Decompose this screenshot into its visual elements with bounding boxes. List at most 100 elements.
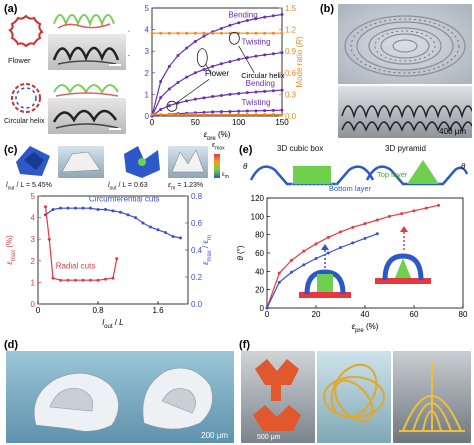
data-point	[111, 209, 115, 213]
scale-text-f: 500 μm	[257, 434, 281, 441]
data-point	[134, 216, 137, 220]
case-caption-2: lout / L = 0.63	[108, 182, 148, 191]
plot-frame	[151, 7, 283, 117]
data-point	[211, 110, 215, 114]
data-point	[81, 206, 85, 210]
panel-a: (a) Flower Circular helix 0 50 100 150 0 1 2 3 4…	[0, 0, 318, 140]
x-axis-label-part: (%)	[216, 130, 231, 139]
data-point	[167, 87, 171, 91]
data-point	[412, 209, 416, 213]
colorbar-bottom-sub: m	[224, 174, 229, 181]
data-point	[176, 31, 180, 35]
data-point	[254, 90, 258, 94]
theta-label-1: θ	[243, 162, 248, 171]
y-axis-label-part: −1	[128, 32, 130, 42]
helix-3d-model	[53, 84, 119, 97]
y-tick-label: 3	[145, 47, 150, 56]
data-point	[280, 113, 284, 117]
data-point	[202, 31, 206, 35]
x-axis-label-part: ε	[352, 322, 356, 331]
y-axis-label-part: ε	[5, 261, 14, 265]
panel-label-c: (c)	[4, 144, 18, 156]
data-point	[167, 64, 171, 68]
top-layer-label: Top layer	[377, 170, 408, 179]
colorbar-symbol: ε	[212, 142, 216, 149]
y-tick-label: 0	[145, 112, 150, 121]
data-point	[265, 306, 269, 310]
x-tick-label: 40	[361, 310, 370, 319]
kirigami-model-1	[16, 146, 50, 176]
helix-label: Circular helix	[4, 118, 45, 125]
data-point	[351, 241, 355, 245]
y2-tick-label: 0.8	[191, 192, 203, 201]
data-point	[424, 206, 428, 210]
y-axis-label-part: (%)	[5, 235, 14, 250]
data-point	[339, 246, 342, 249]
data-point	[202, 34, 206, 38]
data-point	[280, 51, 284, 55]
data-point	[245, 109, 249, 113]
data-point	[115, 257, 119, 261]
data-point	[167, 113, 171, 117]
data-point	[159, 79, 163, 83]
colorbar-sub: max	[215, 145, 225, 152]
y2-axis-label-part: m	[207, 235, 213, 240]
helix-schematic	[11, 83, 41, 113]
x-tick-label: 1.6	[152, 306, 164, 315]
data-point	[263, 31, 267, 35]
annotation-pointer	[176, 79, 210, 104]
y-tick-label: 1	[145, 90, 150, 99]
x-tick-label: 100	[232, 118, 246, 127]
scale-text-b: 400 μm	[439, 127, 466, 136]
x-axis-label-part: pre	[355, 328, 364, 334]
scale-bar	[109, 64, 121, 66]
data-point	[185, 99, 189, 103]
data-point	[388, 214, 391, 218]
bottom-layer-label: Bottom layer	[329, 184, 372, 193]
x-axis-label-part: out	[104, 324, 113, 330]
x-axis-label-part: /	[113, 318, 120, 327]
data-point	[263, 89, 267, 93]
arrow-red	[400, 226, 408, 250]
case-1-sub: out	[7, 185, 15, 192]
x-tick-label: 0	[36, 306, 41, 315]
x-axis-label-part: l	[102, 318, 104, 327]
panel-label-d: (d)	[4, 339, 19, 351]
data-point	[74, 206, 77, 210]
data-point	[89, 278, 92, 282]
data-point	[150, 31, 154, 35]
y-axis-label-part: )	[128, 29, 130, 32]
data-point	[245, 31, 249, 35]
x-axis-label-part: pre	[207, 136, 216, 140]
data-point	[280, 108, 284, 112]
data-point	[176, 81, 180, 85]
kirigami-photo-1	[58, 146, 104, 178]
data-point	[254, 54, 258, 58]
data-point	[185, 113, 189, 117]
case-caption-1: lout / L = 5.45%	[6, 182, 52, 191]
y-tick-label: 40	[255, 267, 264, 276]
y-tick-label: 0	[31, 300, 36, 309]
data-point	[111, 276, 115, 280]
flower-photo	[48, 34, 126, 70]
data-point	[164, 230, 167, 234]
data-point	[150, 113, 154, 117]
helix-array-top-photo	[338, 4, 472, 84]
data-point	[339, 230, 342, 234]
data-point	[171, 235, 175, 238]
data-point	[219, 31, 223, 35]
data-point	[89, 206, 92, 210]
annotation-bending-1: Bending	[228, 11, 257, 20]
data-point	[159, 31, 163, 35]
y-tick-label: 4	[31, 214, 36, 223]
y-tick-label: 80	[255, 231, 264, 240]
spiral-structure-photo	[317, 351, 391, 443]
scale-bar	[109, 128, 121, 130]
y-tick-label: 60	[255, 249, 264, 258]
title-box: 3D cubic box	[277, 144, 324, 153]
data-point	[245, 19, 249, 23]
y-tick-label: 3	[31, 235, 36, 244]
data-point	[44, 205, 47, 209]
data-point	[400, 212, 404, 216]
